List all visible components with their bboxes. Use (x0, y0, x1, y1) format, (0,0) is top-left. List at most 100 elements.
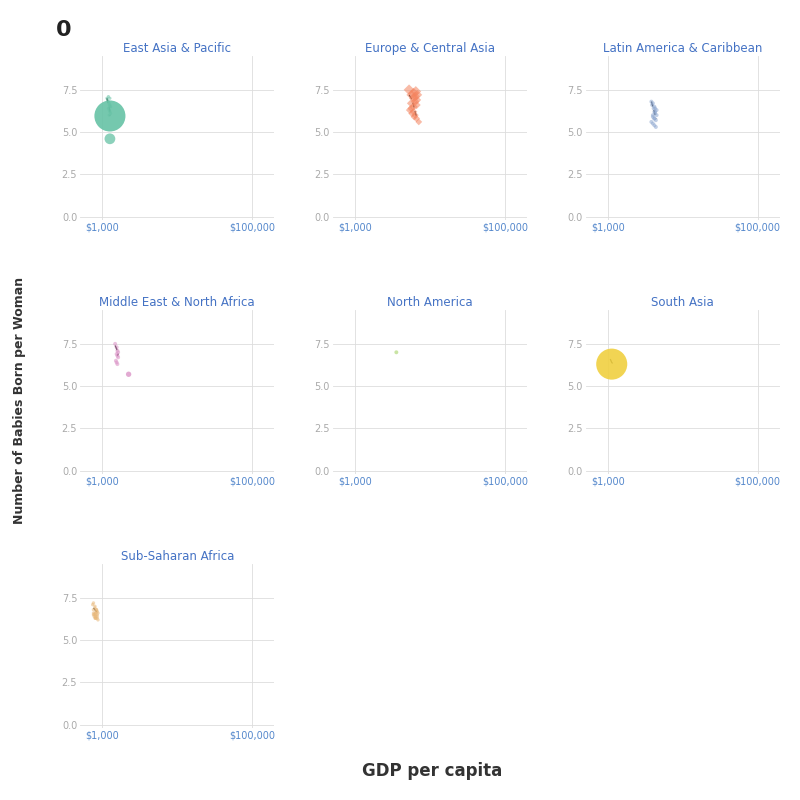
Point (390, 346, 402, 358)
Point (101, 92, 114, 105)
Point (102, 95, 115, 108)
Point (648, 112, 661, 125)
Point (88, 610, 101, 623)
Point (90, 610, 102, 623)
Point (649, 106, 662, 118)
Point (646, 110, 659, 123)
Point (112, 346, 125, 358)
Point (649, 107, 662, 120)
Title: Latin America & Caribbean: Latin America & Caribbean (603, 42, 762, 55)
Point (402, 83, 415, 96)
Point (90, 612, 102, 625)
Point (90, 612, 102, 625)
Title: Europe & Central Asia: Europe & Central Asia (365, 42, 495, 55)
Point (409, 95, 422, 108)
Text: Number of Babies Born per Woman: Number of Babies Born per Woman (14, 277, 26, 523)
Point (89, 612, 102, 625)
Point (405, 89, 418, 102)
Point (410, 85, 422, 98)
Point (650, 104, 663, 117)
Point (112, 351, 125, 364)
Point (89, 602, 102, 614)
Point (90, 603, 103, 616)
Point (411, 89, 424, 102)
Point (648, 112, 661, 125)
Point (650, 114, 662, 126)
Title: Middle East & North Africa: Middle East & North Africa (99, 296, 255, 309)
Point (412, 115, 425, 128)
Point (646, 98, 658, 111)
Point (104, 100, 117, 113)
Point (649, 102, 662, 114)
Point (103, 132, 116, 145)
Point (646, 109, 659, 122)
Point (102, 102, 115, 114)
Point (403, 104, 416, 117)
Point (111, 358, 124, 370)
Text: 0: 0 (56, 20, 72, 40)
Point (91, 612, 104, 625)
Point (407, 100, 420, 113)
Point (650, 121, 662, 134)
Title: East Asia & Pacific: East Asia & Pacific (123, 42, 231, 55)
Point (407, 106, 420, 118)
Text: GDP per capita: GDP per capita (362, 762, 502, 780)
Point (87, 603, 100, 616)
Point (110, 356, 123, 369)
Point (646, 117, 659, 130)
Point (103, 92, 116, 105)
Point (91, 614, 104, 626)
Title: Sub-Saharan Africa: Sub-Saharan Africa (121, 550, 234, 563)
Point (103, 98, 116, 111)
Point (102, 109, 115, 122)
Point (90, 608, 102, 621)
Point (91, 610, 104, 623)
Point (410, 94, 423, 106)
Point (91, 608, 104, 621)
Point (87, 597, 100, 610)
Point (407, 92, 420, 105)
Point (409, 90, 422, 103)
Point (648, 119, 661, 132)
Point (88, 608, 101, 621)
Point (89, 606, 102, 619)
Point (648, 106, 661, 118)
Point (103, 106, 116, 118)
Point (91, 605, 104, 618)
Point (110, 354, 122, 367)
Point (103, 110, 116, 122)
Point (91, 606, 104, 619)
Point (102, 104, 115, 117)
Point (110, 347, 123, 360)
Point (86, 598, 99, 611)
Point (110, 341, 123, 354)
Point (87, 608, 100, 621)
Point (408, 110, 421, 123)
Point (650, 109, 663, 122)
Point (410, 98, 423, 111)
Point (111, 350, 124, 362)
Point (409, 109, 422, 122)
Title: North America: North America (387, 296, 473, 309)
Point (122, 368, 135, 381)
Point (89, 600, 102, 613)
Point (102, 90, 115, 103)
Point (606, 358, 618, 370)
Point (87, 606, 100, 619)
Point (645, 115, 658, 128)
Title: South Asia: South Asia (651, 296, 714, 309)
Point (647, 102, 660, 114)
Point (90, 605, 103, 618)
Point (648, 100, 661, 113)
Point (407, 86, 420, 99)
Point (102, 98, 115, 111)
Point (109, 338, 122, 350)
Point (90, 603, 103, 616)
Point (104, 107, 117, 120)
Point (405, 102, 418, 114)
Point (646, 97, 659, 110)
Point (102, 94, 114, 106)
Point (102, 97, 115, 110)
Point (406, 107, 418, 120)
Point (645, 95, 658, 108)
